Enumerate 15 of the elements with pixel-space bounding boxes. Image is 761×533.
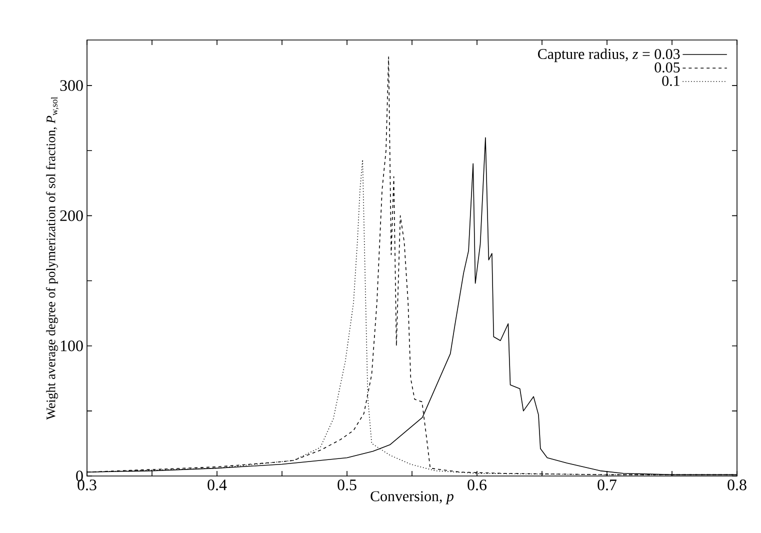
y-tick-label: 300	[60, 80, 83, 91]
y-tick-label: 200	[60, 210, 83, 222]
y-tick-label: 0	[76, 470, 83, 482]
x-axis-title: Conversion, p	[370, 491, 454, 504]
x-tick-label: 0.7	[598, 480, 617, 490]
legend-label: 0.1	[662, 76, 680, 86]
x-tick-label: 0.8	[728, 480, 746, 490]
y-tick-label: 100	[60, 340, 83, 352]
x-tick-label: 0.4	[208, 480, 227, 490]
y-axis-title: Weight average degree of polymerization of sol fraction, P$_{w,sol}$	[46, 96, 59, 420]
x-tick-label: 0.6	[468, 480, 486, 490]
legend-label: Capture radius, z = 0.03	[538, 48, 680, 62]
legend-label: 0.05	[654, 62, 680, 73]
x-tick-label: 0.5	[338, 480, 356, 490]
x-tick-label: 0.3	[78, 480, 96, 490]
